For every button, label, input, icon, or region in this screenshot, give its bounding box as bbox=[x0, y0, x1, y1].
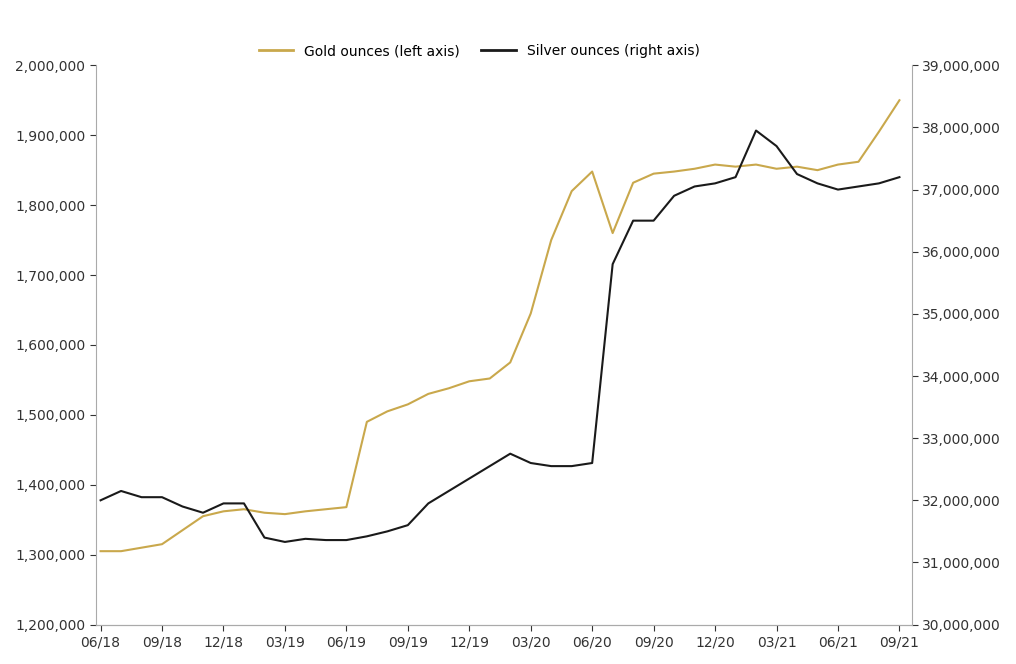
Legend: Gold ounces (left axis), Silver ounces (right axis): Gold ounces (left axis), Silver ounces (… bbox=[253, 39, 705, 64]
